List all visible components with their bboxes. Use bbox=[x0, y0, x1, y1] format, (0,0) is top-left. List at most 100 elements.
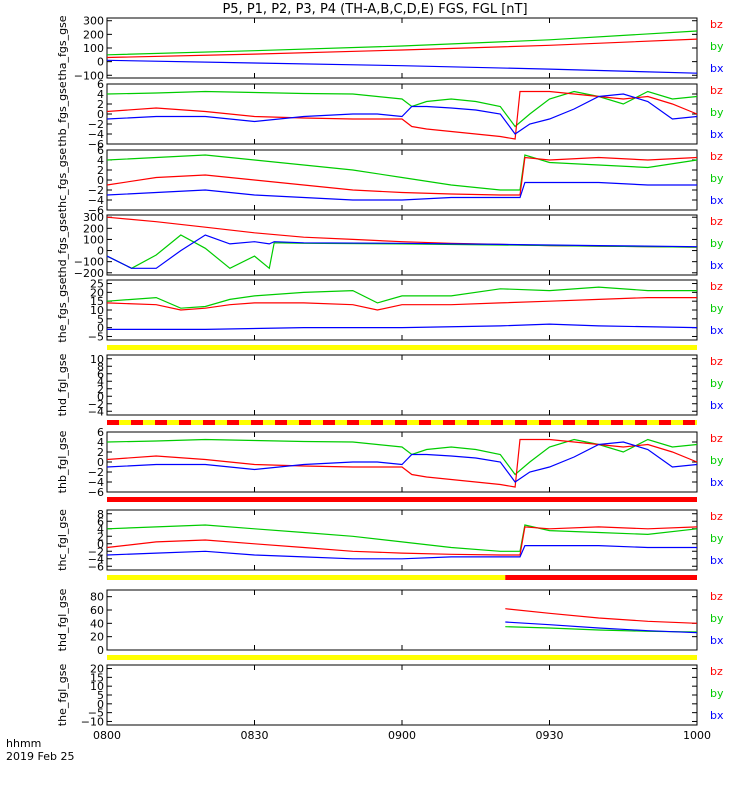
legend-bx: bx bbox=[710, 128, 724, 141]
legend-bz: bz bbox=[710, 355, 723, 368]
status-bar-segment bbox=[407, 420, 419, 425]
status-bar-segment bbox=[647, 420, 659, 425]
y-tick-label: −6 bbox=[88, 138, 104, 151]
status-bar-segment bbox=[683, 420, 695, 425]
status-bar-segment bbox=[107, 420, 119, 425]
status-bar-segment bbox=[359, 420, 371, 425]
y-axis-label: thb_fgl_gse bbox=[56, 430, 69, 493]
status-bar-segment bbox=[347, 420, 359, 425]
status-bar-segment bbox=[275, 420, 287, 425]
y-tick-label: −10 bbox=[81, 715, 104, 728]
y-tick-label: 2 bbox=[97, 446, 104, 459]
legend-bz: bz bbox=[710, 150, 723, 163]
legend-bx: bx bbox=[710, 554, 724, 567]
y-tick-label: 4 bbox=[97, 436, 104, 449]
legend-by: by bbox=[710, 532, 724, 545]
legend-bx: bx bbox=[710, 62, 724, 75]
legend-by: by bbox=[710, 612, 724, 625]
status-bar-segment bbox=[131, 420, 143, 425]
legend-bx: bx bbox=[710, 194, 724, 207]
panel-frame bbox=[106, 83, 698, 145]
legend-by: by bbox=[710, 377, 724, 390]
legend-by: by bbox=[710, 40, 724, 53]
y-tick-label: 5 bbox=[97, 313, 104, 326]
status-bar-segment bbox=[671, 420, 683, 425]
status-bar-segment bbox=[587, 420, 599, 425]
series-line-bx bbox=[106, 441, 698, 483]
y-tick-label: 40 bbox=[90, 617, 104, 630]
series-line-by bbox=[106, 234, 698, 270]
status-bar-segment bbox=[505, 575, 697, 580]
status-bar-segment bbox=[335, 420, 347, 425]
status-bar-segment bbox=[611, 420, 623, 425]
status-bar-segment bbox=[107, 497, 697, 502]
y-tick-label: −4 bbox=[88, 553, 104, 566]
date-label: 2019 Feb 25 bbox=[6, 750, 74, 763]
series-line-bz bbox=[106, 38, 698, 59]
y-tick-label: −6 bbox=[88, 204, 104, 217]
y-axis-label: tha_fgs_gse bbox=[56, 15, 69, 80]
status-bar-segment bbox=[431, 420, 443, 425]
status-bar-segment bbox=[263, 420, 275, 425]
y-tick-label: −2 bbox=[88, 184, 104, 197]
panel-frame bbox=[106, 589, 698, 651]
legend-bz: bz bbox=[710, 590, 723, 603]
y-tick-label: 200 bbox=[83, 28, 104, 41]
panel-frame bbox=[106, 17, 698, 79]
series-line-bz bbox=[106, 526, 698, 556]
legend-by: by bbox=[710, 687, 724, 700]
chart-title: P5, P1, P2, P3, P4 (TH-A,B,C,D,E) FGS, F… bbox=[222, 2, 528, 17]
y-tick-label: −5 bbox=[88, 330, 104, 343]
status-bar-segment bbox=[395, 420, 407, 425]
y-tick-label: −2 bbox=[88, 466, 104, 479]
status-bar-segment bbox=[323, 420, 335, 425]
legend-by: by bbox=[710, 106, 724, 119]
status-bar-segment bbox=[251, 420, 263, 425]
legend-bz: bz bbox=[710, 280, 723, 293]
y-tick-label: 300 bbox=[83, 15, 104, 28]
y-tick-label: 60 bbox=[90, 604, 104, 617]
status-bar-segment bbox=[287, 420, 299, 425]
status-bar-segment bbox=[659, 420, 671, 425]
series-line-by bbox=[106, 90, 698, 128]
status-bar-segment bbox=[527, 420, 539, 425]
status-bar-segment bbox=[491, 420, 503, 425]
status-bar-segment bbox=[467, 420, 479, 425]
legend-bx: bx bbox=[710, 259, 724, 272]
y-tick-label: 20 bbox=[90, 631, 104, 644]
legend-bz: bz bbox=[710, 215, 723, 228]
y-tick-label: 4 bbox=[97, 154, 104, 167]
y-axis-label: thd_fgl_gse bbox=[56, 353, 69, 416]
y-tick-label: −4 bbox=[88, 128, 104, 141]
time-label: hhmm bbox=[6, 737, 41, 750]
y-tick-label: −4 bbox=[88, 194, 104, 207]
status-bar-segment bbox=[419, 420, 431, 425]
y-tick-label: 10 bbox=[90, 304, 104, 317]
x-tick-label: 0830 bbox=[241, 729, 269, 742]
status-bar-segment bbox=[515, 420, 527, 425]
y-tick-label: 300 bbox=[83, 211, 104, 224]
y-tick-label: 0 bbox=[97, 390, 104, 403]
y-tick-label: 6 bbox=[97, 426, 104, 439]
x-tick-label: 0900 bbox=[388, 729, 416, 742]
y-axis-label: the_fgl_gse bbox=[56, 664, 69, 727]
status-bar-segment bbox=[455, 420, 467, 425]
y-tick-label: 2 bbox=[97, 164, 104, 177]
status-bar-segment bbox=[539, 420, 551, 425]
y-tick-label: −6 bbox=[88, 560, 104, 573]
status-bar-segment bbox=[215, 420, 227, 425]
status-bar-segment bbox=[299, 420, 311, 425]
y-tick-label: 4 bbox=[97, 375, 104, 388]
y-tick-label: 100 bbox=[83, 42, 104, 55]
status-bar-segment bbox=[563, 420, 575, 425]
y-tick-label: −4 bbox=[88, 476, 104, 489]
series-line-bx bbox=[107, 323, 698, 330]
y-tick-label: 0 bbox=[97, 56, 104, 69]
y-tick-label: −100 bbox=[74, 69, 104, 82]
y-tick-label: 0 bbox=[97, 174, 104, 187]
y-axis-label: thc_fgl_gse bbox=[56, 509, 69, 571]
